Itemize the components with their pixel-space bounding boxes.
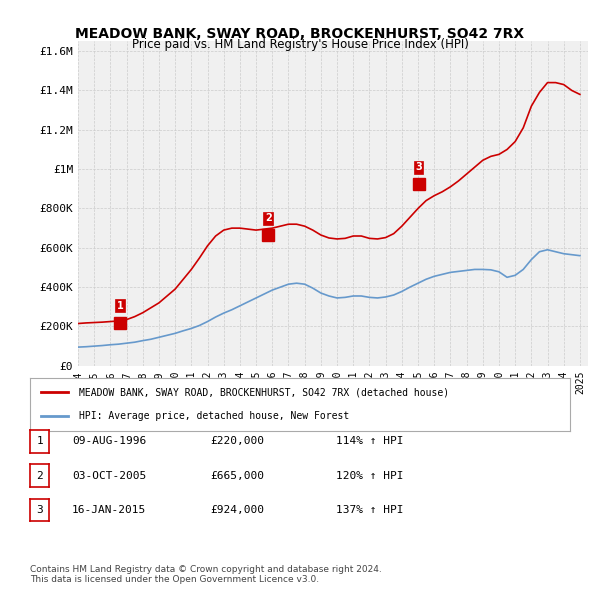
Text: 3: 3 xyxy=(36,505,43,514)
Text: £220,000: £220,000 xyxy=(210,437,264,446)
Text: 16-JAN-2015: 16-JAN-2015 xyxy=(72,505,146,514)
Text: 2: 2 xyxy=(36,471,43,480)
Text: 120% ↑ HPI: 120% ↑ HPI xyxy=(336,471,404,480)
Text: MEADOW BANK, SWAY ROAD, BROCKENHURST, SO42 7RX (detached house): MEADOW BANK, SWAY ROAD, BROCKENHURST, SO… xyxy=(79,388,449,398)
Text: 3: 3 xyxy=(415,162,422,172)
Text: HPI: Average price, detached house, New Forest: HPI: Average price, detached house, New … xyxy=(79,411,349,421)
Text: 03-OCT-2005: 03-OCT-2005 xyxy=(72,471,146,480)
Text: 2: 2 xyxy=(265,213,272,223)
Text: £665,000: £665,000 xyxy=(210,471,264,480)
Text: 1: 1 xyxy=(117,301,124,311)
Text: Contains HM Land Registry data © Crown copyright and database right 2024.
This d: Contains HM Land Registry data © Crown c… xyxy=(30,565,382,584)
Text: 137% ↑ HPI: 137% ↑ HPI xyxy=(336,505,404,514)
Text: MEADOW BANK, SWAY ROAD, BROCKENHURST, SO42 7RX: MEADOW BANK, SWAY ROAD, BROCKENHURST, SO… xyxy=(76,27,524,41)
Text: £924,000: £924,000 xyxy=(210,505,264,514)
Text: 1: 1 xyxy=(36,437,43,446)
Text: Price paid vs. HM Land Registry's House Price Index (HPI): Price paid vs. HM Land Registry's House … xyxy=(131,38,469,51)
Text: 09-AUG-1996: 09-AUG-1996 xyxy=(72,437,146,446)
Text: 114% ↑ HPI: 114% ↑ HPI xyxy=(336,437,404,446)
